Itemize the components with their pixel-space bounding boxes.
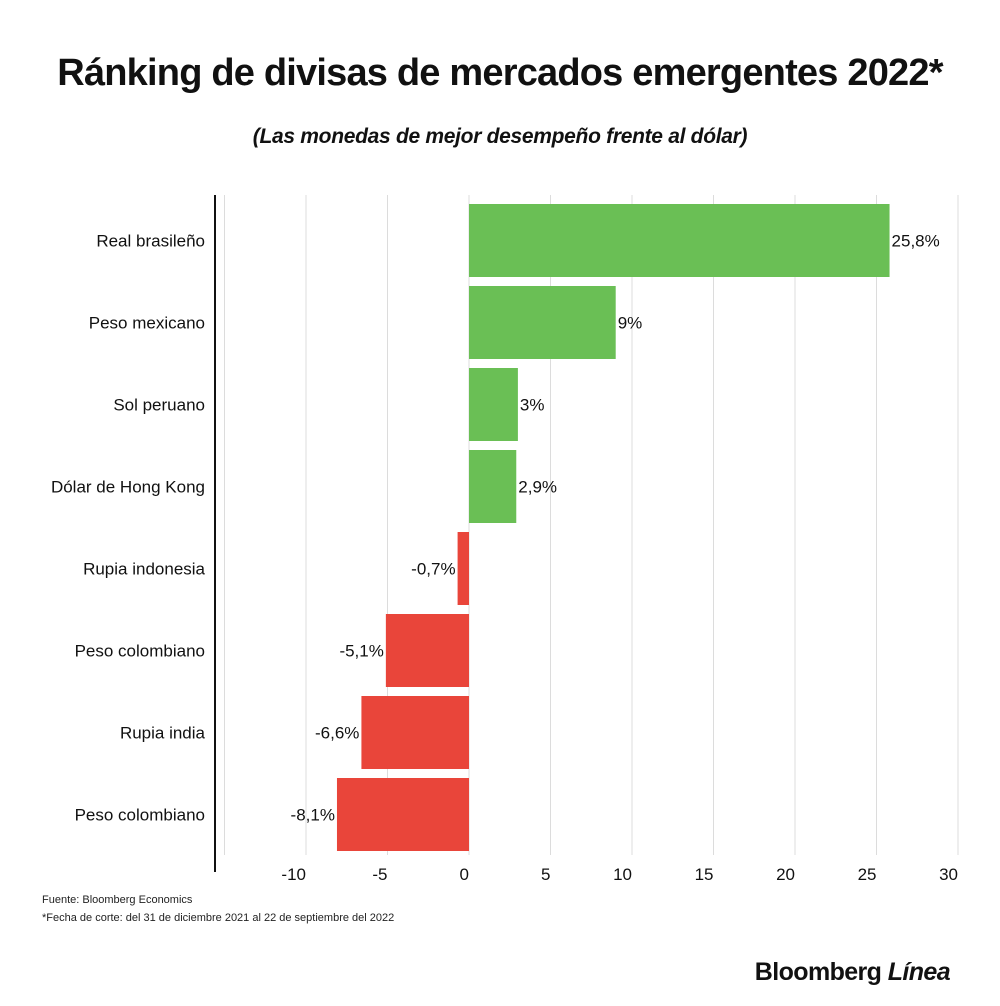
bar [469, 286, 616, 359]
x-tick-label: 25 [858, 865, 877, 884]
bar [457, 532, 469, 605]
x-tick-label: 5 [541, 865, 550, 884]
bar [336, 778, 469, 851]
data-label: 25,8% [892, 232, 940, 251]
brand-accent: Línea [887, 958, 951, 986]
category-label: Rupia india [120, 724, 206, 743]
bar [385, 614, 469, 687]
x-tick-label: -5 [372, 865, 387, 884]
date-range-footnote: *Fecha de corte: del 31 de diciembre 202… [42, 912, 395, 924]
data-label: 3% [520, 396, 545, 415]
brand-name: Bloomberg [754, 958, 882, 986]
x-tick-label: 30 [939, 865, 958, 884]
brand-logo: Bloomberg Línea [754, 958, 951, 987]
x-tick-label: 20 [776, 865, 795, 884]
data-label: -6,6% [315, 724, 359, 743]
category-label: Sol peruano [113, 396, 205, 415]
bar [469, 450, 517, 523]
data-label: -8,1% [291, 806, 335, 825]
bar-chart: -10 -5 0 5 10 15 20 25 30 Real brasileño 25,8% Peso… [51, 195, 959, 884]
bar [469, 204, 890, 277]
data-label: -0,7% [411, 560, 455, 579]
category-label: Peso mexicano [89, 314, 205, 333]
x-tick-label: -10 [281, 865, 306, 884]
bar [469, 368, 518, 441]
category-label: Peso colombiano [75, 642, 205, 661]
data-label: 2,9% [518, 478, 557, 497]
bar [361, 696, 469, 769]
x-tick-label: 0 [460, 865, 469, 884]
x-tick-label: 10 [613, 865, 632, 884]
chart-subtitle: (Las monedas de mejor desempeño frente a… [252, 125, 748, 148]
category-label: Rupia indonesia [83, 560, 205, 579]
data-label: -5,1% [339, 642, 383, 661]
source-footnote: Fuente: Bloomberg Economics [42, 894, 193, 906]
category-label: Real brasileño [96, 232, 205, 251]
category-label: Peso colombiano [75, 806, 205, 825]
data-label: 9% [618, 314, 643, 333]
x-tick-label: 15 [695, 865, 714, 884]
category-label: Dólar de Hong Kong [51, 478, 205, 497]
chart-title: Ránking de divisas de mercados emergente… [57, 52, 943, 94]
